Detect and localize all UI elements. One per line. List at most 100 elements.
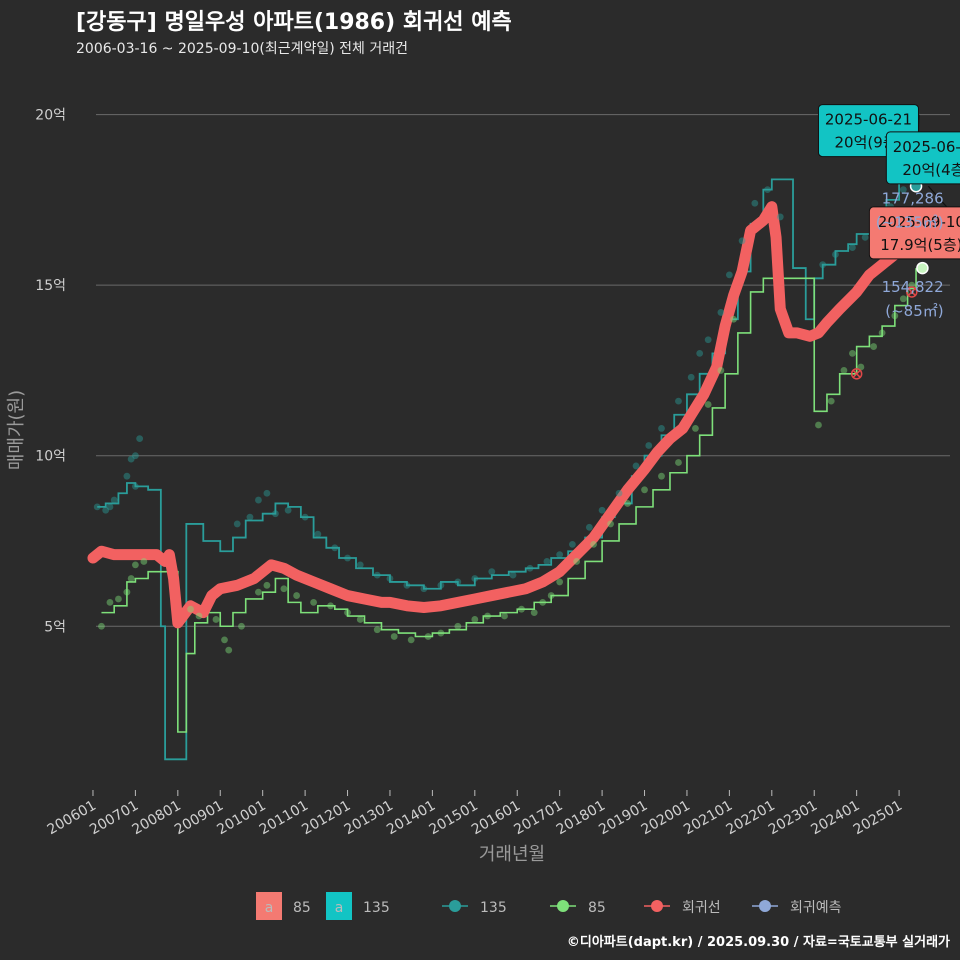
point-85 <box>255 588 262 596</box>
legend-item-label: 회귀선 <box>682 900 721 916</box>
point-85 <box>547 592 555 599</box>
point-135 <box>509 571 517 579</box>
point-85 <box>187 605 194 613</box>
legend-item-label: 회귀예측 <box>790 900 842 916</box>
legend-label: 85 <box>293 900 311 916</box>
point-135 <box>233 520 241 528</box>
point-135 <box>764 186 771 194</box>
annotation-value: 17.9억(5층) <box>880 236 960 254</box>
legend-key-letter: a <box>265 900 274 916</box>
point-85 <box>327 602 334 610</box>
legend-item-dot <box>557 900 569 912</box>
note-value: 177,286 <box>882 189 944 207</box>
point-135 <box>704 336 712 344</box>
y-tick-label: 20억 <box>35 108 66 124</box>
x-tick-labels: 2006012007012008012009012010012011012012… <box>45 798 905 839</box>
point-135 <box>899 186 907 194</box>
point-85 <box>658 472 665 480</box>
point-135 <box>526 564 534 572</box>
point-85 <box>530 609 538 617</box>
point-85 <box>106 598 114 606</box>
point-85 <box>840 367 848 374</box>
point-135 <box>246 513 254 521</box>
point-135 <box>598 506 606 514</box>
regression-cross <box>852 369 862 379</box>
point-85 <box>424 633 432 640</box>
point-135 <box>386 575 394 582</box>
legend: a 85 a 135 135 85 회귀선 회귀예측 <box>256 892 842 920</box>
point-135 <box>849 244 856 252</box>
point-85 <box>624 500 631 507</box>
point-85 <box>607 520 614 528</box>
point-135 <box>696 349 704 357</box>
point-135 <box>373 571 381 579</box>
point-135 <box>123 472 131 480</box>
point-85 <box>131 561 139 569</box>
point-135 <box>102 506 110 514</box>
point-135 <box>585 523 593 531</box>
point-85 <box>878 329 886 337</box>
point-135 <box>556 551 564 559</box>
point-135 <box>687 373 695 381</box>
note-range: (~85㎡) <box>885 302 943 320</box>
legend-key-box <box>256 892 282 920</box>
point-135 <box>615 489 623 497</box>
y-axis-title: 매매가(원) <box>6 390 27 470</box>
point-135 <box>632 462 640 470</box>
point-85 <box>407 636 415 644</box>
point-85 <box>815 421 822 429</box>
annotation-value: 20억(4층) <box>902 161 960 179</box>
legend-label: 135 <box>363 900 390 916</box>
point-135 <box>751 199 759 207</box>
legend-item-dot <box>759 900 771 912</box>
point-85 <box>827 397 835 405</box>
point-85 <box>115 595 122 603</box>
point-135 <box>356 561 364 569</box>
point-135 <box>106 503 114 511</box>
point-85 <box>390 633 398 640</box>
point-135 <box>263 489 271 497</box>
point-135 <box>420 585 428 593</box>
point-85 <box>238 622 245 630</box>
point-135 <box>93 503 101 511</box>
point-85 <box>471 616 479 623</box>
legend-key-box <box>326 892 352 920</box>
point-135 <box>471 575 479 582</box>
point-135 <box>136 435 144 443</box>
series-layer <box>87 114 926 761</box>
note-range: (~135㎡) <box>876 213 944 231</box>
legend-item-label: 135 <box>480 900 507 916</box>
point-85 <box>484 612 491 620</box>
point-85 <box>263 581 271 589</box>
point-135 <box>110 496 118 504</box>
point-135 <box>832 251 839 258</box>
point-85 <box>704 401 712 408</box>
point-135 <box>861 233 869 241</box>
point-85 <box>730 315 738 323</box>
point-135 <box>301 513 309 521</box>
y-tick-labels: 5억 10억 15억 20억 <box>35 108 66 636</box>
point-85 <box>518 605 525 613</box>
point-135 <box>819 261 827 269</box>
point-85 <box>280 585 288 593</box>
point-85 <box>356 616 364 623</box>
annotation-date: 2025-06-27 <box>893 138 960 156</box>
x-axis-title: 거래년월 <box>479 844 545 865</box>
legend-item-dot <box>449 900 461 912</box>
point-135 <box>403 581 411 589</box>
point-135 <box>738 237 746 245</box>
y-tick-label: 10억 <box>35 449 66 465</box>
point-135 <box>645 442 653 449</box>
point-85 <box>344 609 351 617</box>
point-85 <box>849 349 856 357</box>
point-135 <box>331 544 339 552</box>
x-tick-label: 202501 <box>851 798 905 839</box>
point-135 <box>568 540 576 548</box>
annotation-box <box>885 131 960 185</box>
point-85 <box>454 622 462 630</box>
point-135 <box>272 510 279 518</box>
point-85 <box>437 629 445 637</box>
point-135 <box>658 425 665 432</box>
annotation-box <box>868 206 960 260</box>
regression-point <box>906 286 918 298</box>
